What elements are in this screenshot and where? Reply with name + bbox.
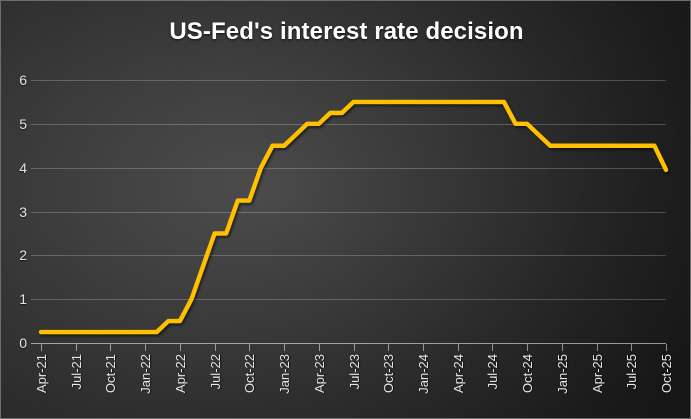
x-tick-label: Oct-23: [381, 354, 397, 394]
x-tick: [388, 344, 390, 351]
y-tick-label: 5: [19, 115, 27, 132]
x-tick: [179, 344, 181, 351]
x-tick-label: Apr-25: [589, 354, 605, 394]
x-tick: [527, 344, 529, 351]
x-tick: [249, 344, 251, 351]
x-tick: [422, 344, 424, 351]
gridline-y: [31, 167, 666, 169]
x-tick-label: Jan-22: [138, 354, 154, 394]
gridline-y: [31, 80, 666, 81]
x-tick-label: Jul-21: [68, 354, 84, 390]
x-tick: [110, 344, 112, 351]
chart-title: US-Fed's interest rate decision: [169, 18, 524, 45]
y-tick-label: 6: [19, 72, 27, 88]
gridline-y: [31, 211, 666, 213]
gridline-y: [31, 255, 666, 257]
x-tick: [666, 344, 667, 351]
y-tick-label: 4: [19, 159, 27, 176]
x-tick-label: Jul-23: [346, 354, 362, 390]
x-tick: [318, 344, 320, 351]
x-tick-label: Oct-22: [242, 354, 258, 394]
x-tick: [41, 344, 42, 351]
plot-area: [31, 80, 666, 343]
gridline-y: [31, 299, 666, 301]
x-tick: [145, 344, 147, 351]
x-tick-label: Apr-24: [450, 354, 466, 394]
x-tick-label: Jul-25: [624, 354, 640, 390]
x-tick: [561, 344, 563, 351]
x-tick-label: Jul-24: [485, 354, 501, 390]
x-tick-label: Oct-21: [103, 354, 119, 394]
y-tick-label: 2: [19, 247, 27, 264]
x-tick: [631, 344, 633, 351]
x-tick-label: Jan-25: [554, 354, 570, 394]
x-tick-label: Apr-23: [311, 354, 327, 394]
x-tick: [75, 344, 77, 351]
y-tick-label: 0: [19, 335, 27, 351]
x-tick: [353, 344, 355, 351]
x-tick-label: Jan-24: [415, 354, 431, 394]
x-axis-line: [31, 343, 666, 344]
x-tick-label: Jul-22: [207, 354, 223, 390]
x-tick: [284, 344, 286, 351]
x-tick-label: Oct-24: [520, 354, 536, 394]
x-tick-label: Oct-25: [659, 354, 674, 394]
y-tick-label: 1: [19, 291, 27, 308]
y-tick-label: 3: [19, 203, 27, 220]
gridline-y: [31, 123, 666, 125]
x-tick: [457, 344, 459, 351]
x-tick: [214, 344, 216, 351]
x-tick: [492, 344, 494, 351]
x-tick: [596, 344, 598, 351]
x-tick-label: Apr-21: [34, 354, 49, 394]
x-tick-label: Apr-22: [172, 354, 188, 394]
x-tick-label: Jan-23: [277, 354, 293, 394]
